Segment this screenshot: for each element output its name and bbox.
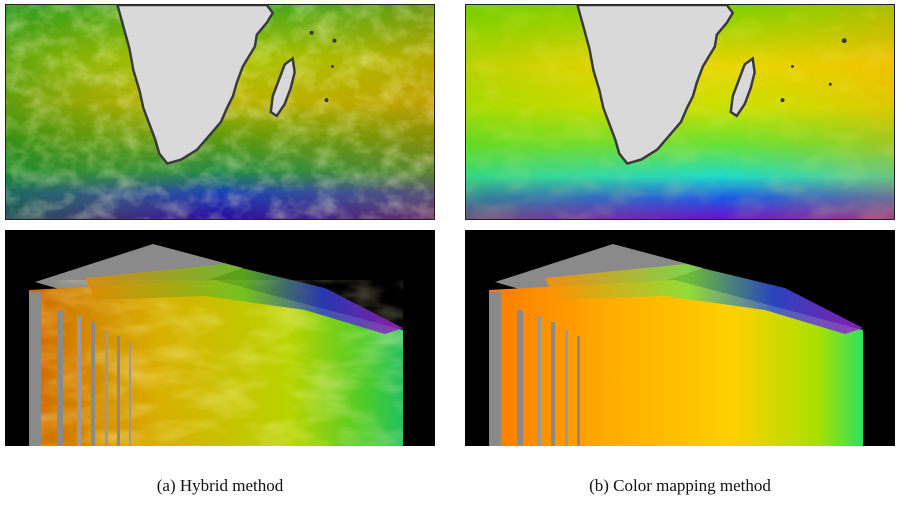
hybrid-ocean-map-image (6, 5, 434, 219)
africa-landmass (116, 5, 275, 165)
colormap-volume-render-image (465, 230, 895, 446)
caption-color-mapping-method: (b) Color mapping method (589, 476, 771, 495)
africa-landmass (576, 5, 735, 165)
colormap-ocean-map (465, 4, 895, 220)
hybrid-volume-render (5, 230, 435, 446)
hybrid-ocean-map (5, 4, 435, 220)
colormap-ocean-map-image (466, 5, 894, 219)
caption-hybrid-method: (a) Hybrid method (156, 476, 284, 495)
colormap-volume-render (465, 230, 895, 446)
hybrid-volume-render-image (5, 230, 435, 446)
